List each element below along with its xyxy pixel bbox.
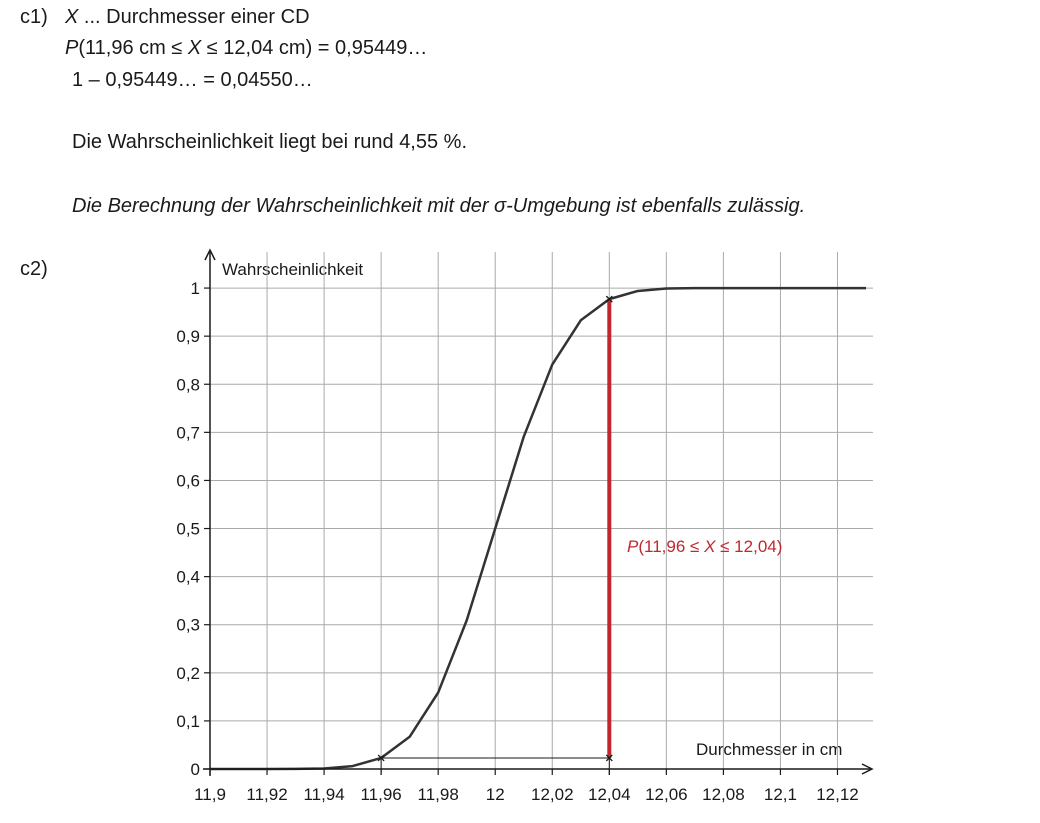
- x-tick-label: 12,06: [645, 785, 688, 804]
- y-tick-label: 0,5: [176, 520, 200, 539]
- x-tick-label: 11,92: [246, 785, 287, 804]
- y-tick-label: 1: [191, 279, 200, 298]
- text: (11,96 cm ≤: [78, 37, 188, 59]
- note: Die Berechnung der Wahrscheinlichkeit mi…: [72, 195, 806, 217]
- x-tick-label: 11,94: [303, 785, 344, 804]
- y-tick-label: 0,2: [176, 664, 200, 683]
- label: c1): [20, 6, 48, 28]
- var: X: [65, 6, 79, 28]
- plot: [210, 286, 866, 775]
- annotation-part: ≤ 12,04): [715, 537, 782, 556]
- annotation-part: (11,96 ≤: [638, 537, 704, 556]
- text: ≤ 12,04 cm) = 0,95449…: [201, 37, 428, 59]
- text: ... Durchmesser einer CD: [78, 6, 310, 28]
- y-tick-label: 0,3: [176, 616, 200, 635]
- x-axis-label: Durchmesser in cm: [696, 740, 842, 759]
- var: P: [65, 37, 79, 59]
- x-tick-label: 12,12: [816, 785, 859, 804]
- annotation-part: P: [627, 537, 639, 556]
- y-arrow: [204, 248, 216, 261]
- label: c2): [20, 258, 48, 280]
- point-marker: [605, 754, 613, 762]
- y-tick-label: 0: [191, 760, 200, 779]
- annotation: P(11,96 ≤ X ≤ 12,04): [627, 537, 782, 556]
- x-arrow: [861, 763, 874, 775]
- y-tick-label: 0,4: [176, 568, 200, 587]
- text-line: 1 – 0,95449… = 0,04550…: [72, 69, 313, 91]
- point-marker: [377, 754, 385, 762]
- grid: 0 0,1 0,2 0,3 0,4 0,5 0,6 0,7 0,8 0,9 1 11,9 11,92 11…: [176, 252, 873, 804]
- text-line: P(11,96 cm ≤ X ≤ 12,04 cm) = 0,95449…: [65, 37, 427, 60]
- annotation-part: X: [703, 537, 716, 556]
- x-tick-label: 12: [486, 785, 505, 804]
- x-tick-label: 12,1: [764, 785, 797, 804]
- var: X: [187, 37, 202, 59]
- x-tick-label: 12,02: [531, 785, 574, 804]
- point-marker: [605, 295, 613, 303]
- x-tick-label: 12,04: [588, 785, 631, 804]
- x-tick-label: 11,98: [418, 785, 459, 804]
- y-tick-label: 0,6: [176, 471, 200, 490]
- y-tick-label: 0,1: [176, 712, 200, 731]
- y-axis-label: Wahrscheinlichkeit: [222, 260, 363, 279]
- x-tick-label: 12,08: [702, 785, 745, 804]
- y-tick-label: 0,7: [176, 423, 200, 442]
- y-tick-label: 0,8: [176, 375, 200, 394]
- text-line: X ... Durchmesser einer CD: [65, 6, 310, 29]
- y-tick-label: 0,9: [176, 327, 200, 346]
- text-line: Die Wahrscheinlichkeit liegt bei rund 4,…: [72, 131, 468, 153]
- x-tick-label: 11,9: [194, 785, 226, 804]
- x-tick-label: 11,96: [360, 785, 401, 804]
